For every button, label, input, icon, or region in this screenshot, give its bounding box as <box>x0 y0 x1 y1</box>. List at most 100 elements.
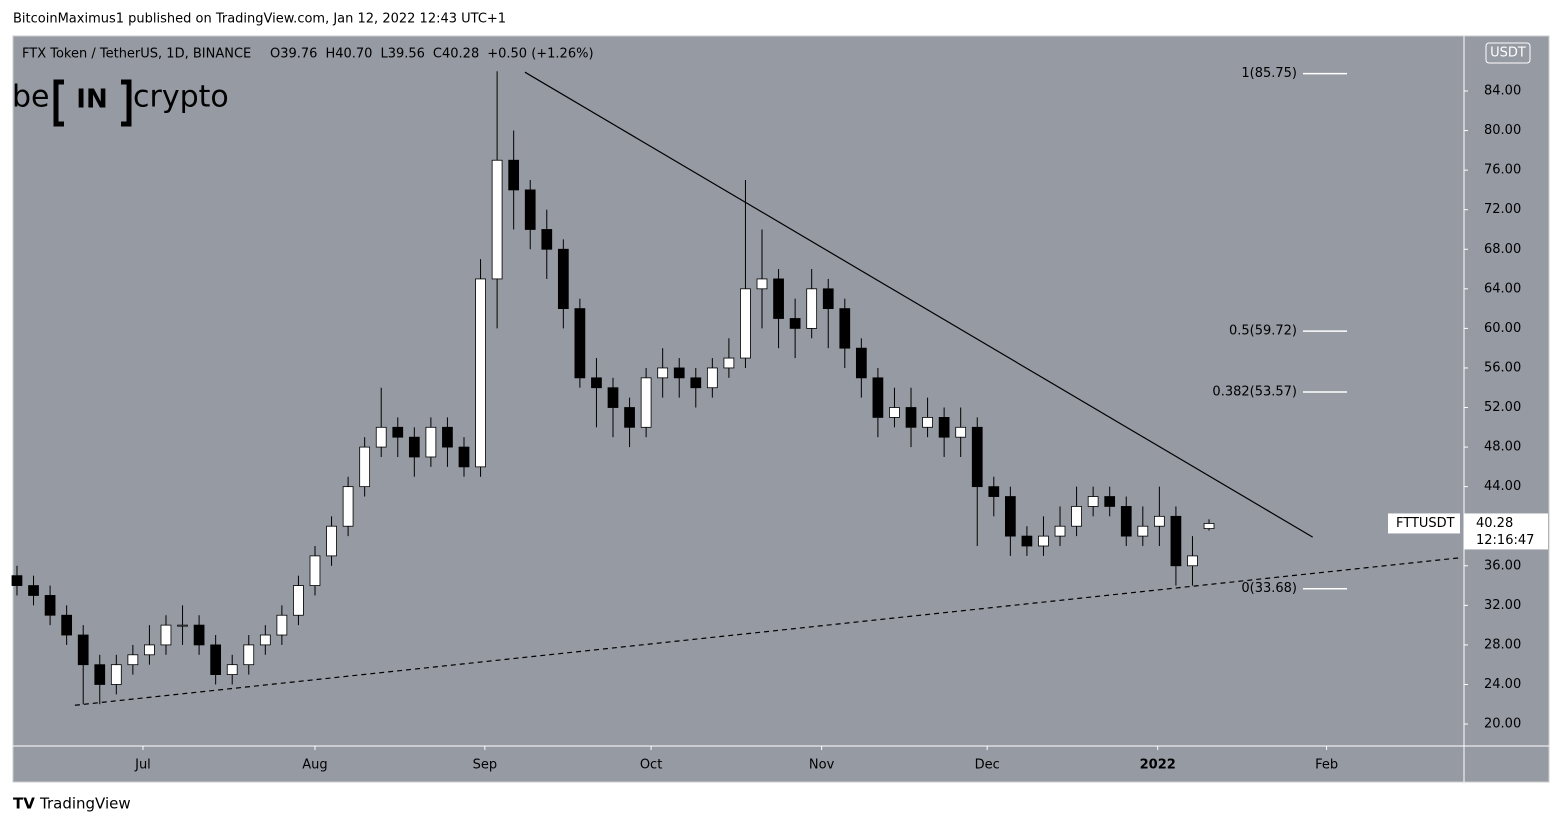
candle-body <box>905 407 917 428</box>
y-tick-label: 52.00 <box>1484 400 1521 415</box>
candle-body <box>541 229 553 250</box>
candle-body <box>127 654 139 666</box>
ohlc-value: H40.70 <box>325 47 372 62</box>
publisher: BitcoinMaximus1 published on TradingView… <box>13 12 506 27</box>
candle-body <box>1153 515 1165 527</box>
fib-label: 1(85.75) <box>1241 66 1297 81</box>
candle-body <box>640 377 652 428</box>
candle-body <box>955 426 967 438</box>
candle-body <box>77 634 89 666</box>
y-tick-label: 68.00 <box>1484 242 1521 257</box>
candle-body <box>839 308 851 349</box>
y-tick-label: 72.00 <box>1484 202 1521 217</box>
price-label: 40.28 <box>1476 516 1513 531</box>
y-tick-label: 60.00 <box>1484 321 1521 336</box>
candle-body <box>61 614 73 636</box>
ohlc-value: C40.28 <box>433 47 479 62</box>
candle-body <box>624 407 635 428</box>
candle-body <box>375 426 387 448</box>
x-tick-label: Aug <box>302 758 327 773</box>
candle-body <box>1004 496 1016 537</box>
candle-body <box>491 159 503 280</box>
y-tick-label: 48.00 <box>1484 440 1521 455</box>
y-tick-label: 20.00 <box>1484 717 1521 732</box>
candle-body <box>872 377 884 418</box>
logo-right: crypto <box>133 80 229 115</box>
candle-body <box>607 387 619 408</box>
logo-bracket <box>53 79 132 127</box>
candle-body <box>855 347 867 379</box>
candle-body <box>773 278 784 319</box>
candle-body <box>889 407 900 418</box>
candle-body <box>425 426 437 458</box>
trendline <box>524 71 1313 538</box>
candle-body <box>822 288 834 310</box>
countdown: 12:16:47 <box>1476 533 1534 548</box>
candle-body <box>226 664 238 675</box>
fib-label: 0.382(53.57) <box>1212 384 1297 399</box>
candle-body <box>574 308 586 379</box>
symbol-box <box>1388 513 1460 534</box>
candle-body <box>971 426 983 488</box>
candle-body <box>706 367 718 389</box>
y-tick-label: 76.00 <box>1484 163 1521 178</box>
chart-area <box>12 35 1550 783</box>
x-tick-label: Nov <box>809 758 835 773</box>
y-tick-label: 56.00 <box>1484 360 1521 375</box>
trendline <box>74 557 1460 706</box>
candle-body <box>359 446 371 488</box>
candle-body <box>690 377 702 389</box>
candle-body <box>408 436 420 458</box>
candle-body <box>193 624 205 646</box>
candle-body <box>938 417 950 438</box>
candle-body <box>309 555 321 586</box>
candle-body <box>723 357 735 369</box>
y-tick-label: 80.00 <box>1484 123 1521 138</box>
ohlc-value: O39.76 <box>270 47 317 62</box>
logo: be IN crypto <box>12 79 229 127</box>
candle-body <box>326 525 337 557</box>
candle-body <box>524 189 536 230</box>
candle-body <box>1087 496 1099 507</box>
candle-body <box>475 278 486 468</box>
candle-body <box>657 367 669 379</box>
ohlc-value: +0.50 (+1.26%) <box>487 47 593 62</box>
candle-body <box>160 624 172 646</box>
candle-body <box>1137 525 1149 537</box>
candle-body <box>1038 535 1049 547</box>
x-tick-label: Dec <box>975 758 1000 773</box>
candle-body <box>1071 506 1082 527</box>
x-tick-label: 2022 <box>1140 758 1176 773</box>
y-tick-label: 64.00 <box>1484 281 1521 296</box>
candle-body <box>28 585 39 596</box>
candle-body <box>1203 523 1215 529</box>
currency-badge <box>1485 42 1531 64</box>
candle-body <box>11 575 23 586</box>
candle-body <box>1104 496 1116 507</box>
candle-body <box>557 248 569 310</box>
logo-left: be <box>12 80 50 115</box>
y-tick-label: 28.00 <box>1484 637 1521 652</box>
candle-body <box>442 426 453 448</box>
footer-icon: TV <box>13 795 35 813</box>
candle-body <box>673 367 685 379</box>
candle-body <box>806 288 818 329</box>
candle-body <box>1170 515 1182 567</box>
candle-body <box>293 585 304 616</box>
candle-body <box>922 417 933 428</box>
y-tick-label: 44.00 <box>1484 479 1521 494</box>
x-tick-label: Jul <box>134 758 151 773</box>
y-tick-label: 84.00 <box>1484 83 1521 98</box>
y-tick-label: 32.00 <box>1484 598 1521 613</box>
chart-title: FTX Token / TetherUS, 1D, BINANCE <box>22 47 251 62</box>
y-tick-label: 24.00 <box>1484 677 1521 692</box>
x-tick-label: Sep <box>473 758 498 773</box>
candle-body <box>988 486 1000 497</box>
candle-body <box>44 595 56 616</box>
ohlc-value: L39.56 <box>380 47 424 62</box>
candle-body <box>1187 555 1198 567</box>
candle-body <box>740 288 751 359</box>
candle-body <box>756 278 768 290</box>
candle-body <box>392 426 404 438</box>
